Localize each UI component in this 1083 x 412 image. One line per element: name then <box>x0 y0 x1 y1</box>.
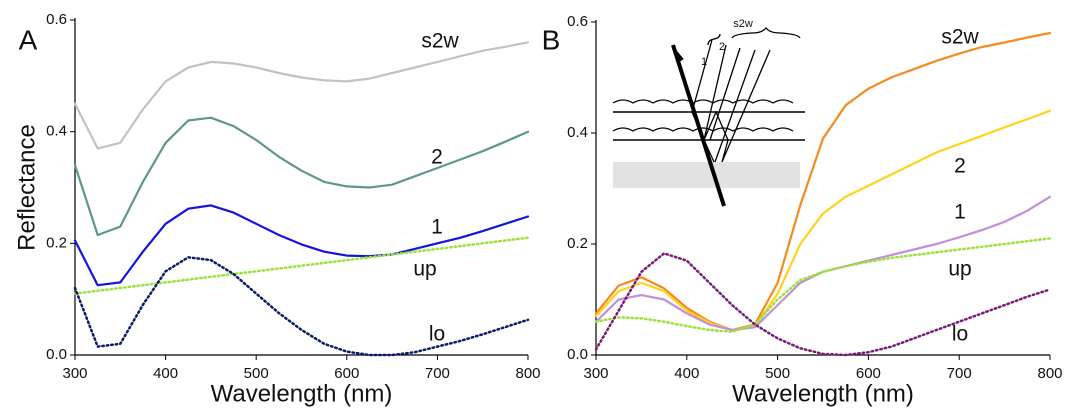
y-tick-label: 0.0 <box>567 346 588 363</box>
series-label: up <box>413 258 436 281</box>
x-tick-label: 600 <box>856 365 881 382</box>
x-tick-label: 600 <box>334 365 359 382</box>
series-line <box>594 195 1052 332</box>
x-tick-label: 800 <box>1037 365 1062 382</box>
y-tick-label: 0.0 <box>46 346 67 363</box>
series-label: 2 <box>431 146 443 169</box>
series-line <box>73 236 530 295</box>
series-label: up <box>948 258 971 281</box>
substrate <box>613 162 800 188</box>
x-tick-label: 500 <box>765 365 790 382</box>
x-tick-label: 400 <box>674 365 699 382</box>
series-line <box>73 116 530 237</box>
series-label: 1 <box>954 201 966 224</box>
y-tick-label: 0.6 <box>46 11 67 28</box>
series-label: 2 <box>954 155 966 178</box>
series-line <box>594 237 1052 333</box>
incident-ray <box>671 44 726 207</box>
arrow-head <box>673 47 684 63</box>
series-line <box>73 204 530 287</box>
y-tick-label: 0.6 <box>567 13 588 30</box>
series-line <box>73 41 530 150</box>
series-line <box>594 32 1052 332</box>
x-tick-label: 300 <box>583 365 608 382</box>
inset-diagram <box>612 26 805 207</box>
series-line <box>594 252 1052 357</box>
panel-label: A <box>19 24 38 55</box>
inset-label: 2 <box>719 41 725 53</box>
y-tick-label: 0.4 <box>567 124 588 141</box>
series-label: 1 <box>431 216 443 239</box>
series-label: lo <box>429 323 445 346</box>
inset-label: s2w <box>733 18 753 30</box>
x-tick-label: 400 <box>153 365 178 382</box>
series-line <box>594 109 1052 332</box>
series-label: s2w <box>421 30 459 53</box>
layer-wave <box>612 99 794 132</box>
reflected-rays <box>691 39 771 163</box>
panel-label: B <box>542 24 561 55</box>
x-tick-label: 800 <box>515 365 540 382</box>
brace <box>707 26 801 46</box>
inset-label: 1 <box>701 56 707 68</box>
y-axis-label: Reflectance <box>13 124 40 251</box>
y-tick-label: 0.4 <box>46 123 67 140</box>
y-tick-label: 0.2 <box>46 234 67 251</box>
x-tick-label: 700 <box>947 365 972 382</box>
series-line <box>73 256 530 357</box>
series-label: lo <box>952 323 968 346</box>
x-tick-label: 700 <box>425 365 450 382</box>
x-tick-label: 300 <box>62 365 87 382</box>
x-axis-label: Wavelength (nm) <box>732 380 914 407</box>
x-tick-label: 500 <box>244 365 269 382</box>
y-tick-label: 0.2 <box>567 235 588 252</box>
series-label: s2w <box>941 26 979 49</box>
x-axis-label: Wavelength (nm) <box>211 380 393 407</box>
